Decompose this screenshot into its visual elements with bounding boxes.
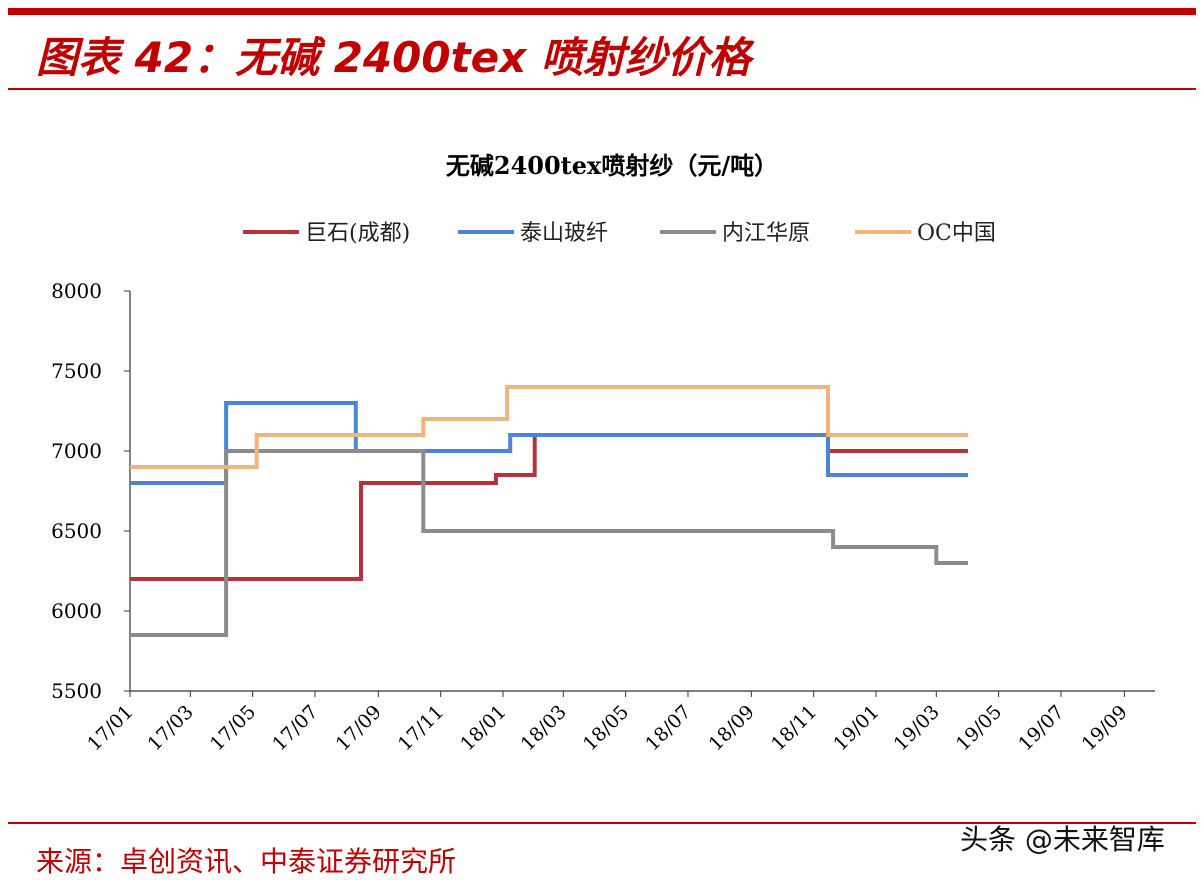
x-tick-label: 19/07: [1014, 701, 1068, 755]
source-note: 来源：卓创资讯、中泰证券研究所: [36, 845, 457, 878]
series-lines: [130, 385, 968, 637]
x-tick-label: 17/07: [268, 701, 322, 755]
x-tick-label: 19/01: [829, 701, 883, 755]
y-tick-label: 7500: [51, 359, 102, 383]
x-tick-label: 18/05: [579, 701, 633, 755]
x-tick-label: 19/05: [952, 701, 1006, 755]
legend-label: 内江华原: [722, 221, 810, 246]
y-tick-label: 6000: [51, 599, 102, 623]
x-tick-label: 18/01: [456, 701, 510, 755]
x-tick-label: 17/11: [394, 701, 448, 755]
x-tick-label: 17/09: [332, 701, 386, 755]
y-tick-label: 5500: [51, 679, 102, 703]
watermark-text: 头条 @未来智库: [960, 823, 1165, 856]
series-line-4: [130, 385, 968, 469]
x-tick-label: 19/09: [1078, 701, 1132, 755]
x-tick-label: 17/03: [144, 701, 198, 755]
x-tick-label: 19/03: [890, 701, 944, 755]
figure-title: 图表 42：无碱 2400tex 喷射纱价格: [36, 33, 751, 82]
title-divider: [8, 88, 1196, 90]
y-tick-label: 7000: [51, 439, 102, 463]
y-tick-label: 6500: [51, 519, 102, 543]
x-tick-label: 18/11: [767, 701, 821, 755]
x-tick-label: 18/03: [517, 701, 571, 755]
chart-title: 无碱2400tex喷射纱（元/吨）: [446, 151, 778, 180]
series-line-2: [130, 401, 968, 485]
legend-label: OC中国: [917, 221, 996, 246]
x-tick-label: 17/05: [206, 701, 260, 755]
x-tick-label: 17/01: [83, 701, 137, 755]
y-tick-label: 8000: [51, 279, 102, 303]
legend: 巨石(成都) 泰山玻纤 内江华原 OC中国: [243, 221, 996, 246]
x-tick-label: 18/07: [641, 701, 695, 755]
series-line-3: [130, 449, 968, 637]
top-red-rule: [8, 8, 1196, 15]
bottom-red-rule: [8, 822, 1196, 824]
x-tick-label: 18/09: [705, 701, 759, 755]
legend-label: 巨石(成都): [305, 221, 410, 246]
legend-label: 泰山玻纤: [520, 221, 608, 246]
